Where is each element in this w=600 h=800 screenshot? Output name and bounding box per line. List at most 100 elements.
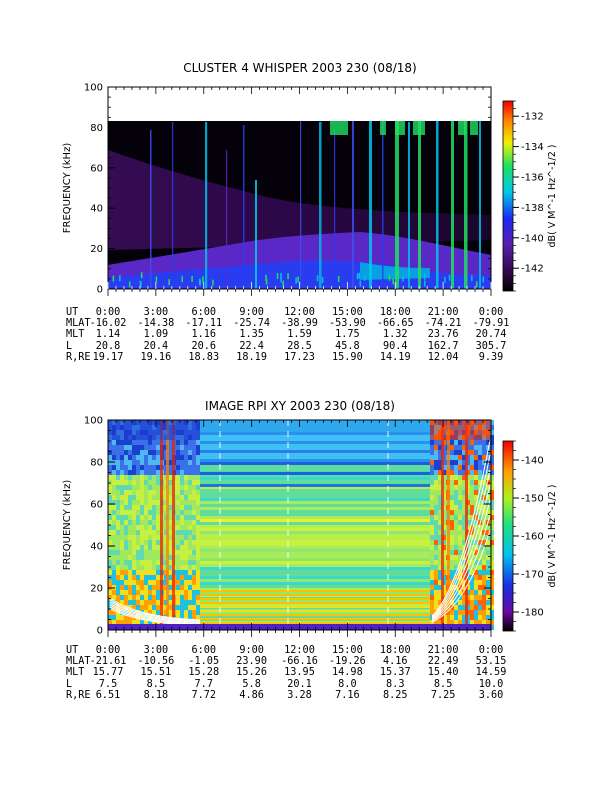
noise-cell (132, 590, 136, 595)
noise-cell (176, 505, 180, 510)
noise-cell (128, 490, 132, 495)
noise-cell (176, 560, 180, 565)
noise-cell (462, 510, 466, 515)
noise-cell (144, 495, 148, 500)
noise-cell (450, 490, 454, 495)
noise-cell (136, 480, 140, 485)
noise-cell (458, 610, 462, 615)
noise-cell (478, 535, 482, 540)
noise-cell (132, 605, 136, 610)
noise-cell (124, 490, 128, 495)
noise-cell (108, 600, 112, 605)
noise-cell (478, 570, 482, 575)
noise-cell (430, 540, 434, 545)
noise-cell (470, 500, 474, 505)
noise-cell (132, 450, 136, 455)
frequency-band (200, 519, 430, 522)
ephemeris-value: 1.75 (335, 329, 360, 341)
noise-cell (140, 450, 144, 455)
noise-cell (180, 490, 184, 495)
noise-cell (180, 475, 184, 480)
noise-cell (152, 470, 156, 475)
noise-cell (458, 620, 462, 625)
noise-cell (176, 475, 180, 480)
noise-cell (490, 585, 494, 590)
noise-cell (120, 445, 124, 450)
noise-cell (144, 475, 148, 480)
noise-cell (116, 575, 120, 580)
noise-cell (156, 455, 160, 460)
noise-cell (144, 460, 148, 465)
noise-cell (474, 520, 478, 525)
noise-cell (120, 595, 124, 600)
noise-cell (434, 585, 438, 590)
noise-cell (168, 490, 172, 495)
noise-cell (434, 620, 438, 625)
noise-cell (184, 580, 188, 585)
noise-cell (116, 440, 120, 445)
noise-cell (184, 540, 188, 545)
frequency-band (200, 465, 430, 468)
noise-cell (486, 565, 490, 570)
noise-cell (474, 490, 478, 495)
noise-cell (176, 520, 180, 525)
ephemeris-value: 15.77 (92, 667, 124, 679)
noise-cell (196, 600, 200, 605)
noise-cell (184, 510, 188, 515)
noise-cell (152, 535, 156, 540)
frequency-band (200, 537, 430, 540)
noise-cell (474, 610, 478, 615)
emission-cap (470, 121, 478, 135)
noise-cell (112, 455, 116, 460)
noise-cell (434, 510, 438, 515)
noise-cell (486, 515, 490, 520)
ephemeris-value: 0:00 (95, 307, 121, 318)
noise-cell (116, 590, 120, 595)
noise-cell (482, 485, 486, 490)
noise-cell (478, 590, 482, 595)
ephemeris-value: 6.51 (95, 689, 121, 701)
frequency-band (200, 570, 430, 573)
noise-cell (156, 530, 160, 535)
whisper-spectrogram-panel: 0 20 40 60 80 100 FREQUENCY (kHz) -132 -134 -136… (62, 83, 558, 296)
noise-cell (180, 590, 184, 595)
noise-cell (470, 460, 474, 465)
cutoff-curve (109, 602, 201, 624)
noise-cell (144, 540, 148, 545)
noise-cell (112, 480, 116, 485)
noise-cell (192, 485, 196, 490)
ephemeris-value: -74.21 (424, 318, 462, 330)
noise-cell (196, 535, 200, 540)
noise-cell (450, 610, 454, 615)
noise-cell (112, 550, 116, 555)
emission-speck (199, 279, 201, 286)
noise-cell (132, 515, 136, 520)
noise-cell (168, 550, 172, 555)
noise-cell (176, 585, 180, 590)
y-tick-label: 100 (84, 83, 103, 94)
frequency-band (200, 459, 430, 462)
noise-cell (430, 600, 434, 605)
noise-cell (184, 480, 188, 485)
noise-cell (474, 510, 478, 515)
noise-cell (124, 565, 128, 570)
emission-cap (380, 121, 386, 135)
ephemeris-value: 1.59 (287, 329, 312, 341)
emission-speck (358, 272, 361, 279)
noise-cell (184, 525, 188, 530)
noise-cell (462, 440, 466, 445)
frequency-band (200, 507, 430, 510)
noise-cell (450, 555, 454, 560)
noise-cell (152, 565, 156, 570)
noise-cell (156, 555, 160, 560)
frequency-band (200, 576, 430, 579)
noise-cell (128, 495, 132, 500)
noise-cell (120, 450, 124, 455)
noise-cell (458, 600, 462, 605)
noise-cell (124, 480, 128, 485)
noise-cell (490, 455, 494, 460)
noise-cell (434, 555, 438, 560)
frequency-band (200, 501, 430, 504)
emission-streak (150, 130, 152, 289)
emission-streak (319, 122, 322, 289)
